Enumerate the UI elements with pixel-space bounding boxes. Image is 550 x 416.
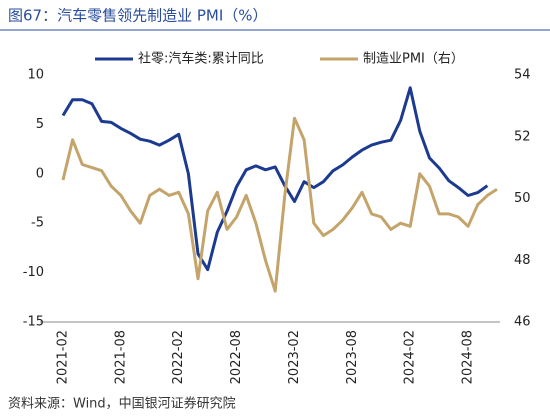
legend-label: 社零:汽车类:累计同比	[138, 51, 264, 67]
x-tick-label: 2023-02	[287, 330, 302, 384]
x-tick-label: 2023-08	[345, 330, 360, 384]
y2-tick-label: 50	[514, 191, 531, 206]
y-tick-label: 5	[36, 117, 44, 132]
x-tick-label: 2024-08	[461, 330, 476, 384]
y-tick-label: 0	[36, 166, 44, 181]
series-line	[61, 86, 489, 272]
chart-title: 图67：汽车零售领先制造业 PMI（%）	[8, 7, 268, 25]
y-tick-label: -10	[23, 265, 44, 280]
y-tick-label: 10	[27, 68, 44, 83]
legend-label: 制造业PMI（右）	[363, 52, 464, 67]
y2-tick-label: 54	[514, 68, 531, 83]
y-tick-label: -5	[31, 216, 44, 231]
y2-tick-label: 52	[514, 129, 531, 144]
y2-tick-label: 46	[514, 315, 531, 330]
y2-tick-label: 48	[514, 253, 531, 268]
y-tick-label: -15	[23, 315, 44, 330]
x-tick-label: 2022-02	[171, 330, 186, 384]
x-tick-label: 2024-02	[403, 330, 418, 384]
source: 资料来源：Wind，中国银河证券研究院	[8, 396, 236, 412]
x-tick-label: 2021-08	[113, 330, 128, 384]
series-line	[61, 116, 498, 293]
x-tick-label: 2022-08	[229, 330, 244, 384]
x-tick-label: 2021-02	[56, 330, 71, 384]
